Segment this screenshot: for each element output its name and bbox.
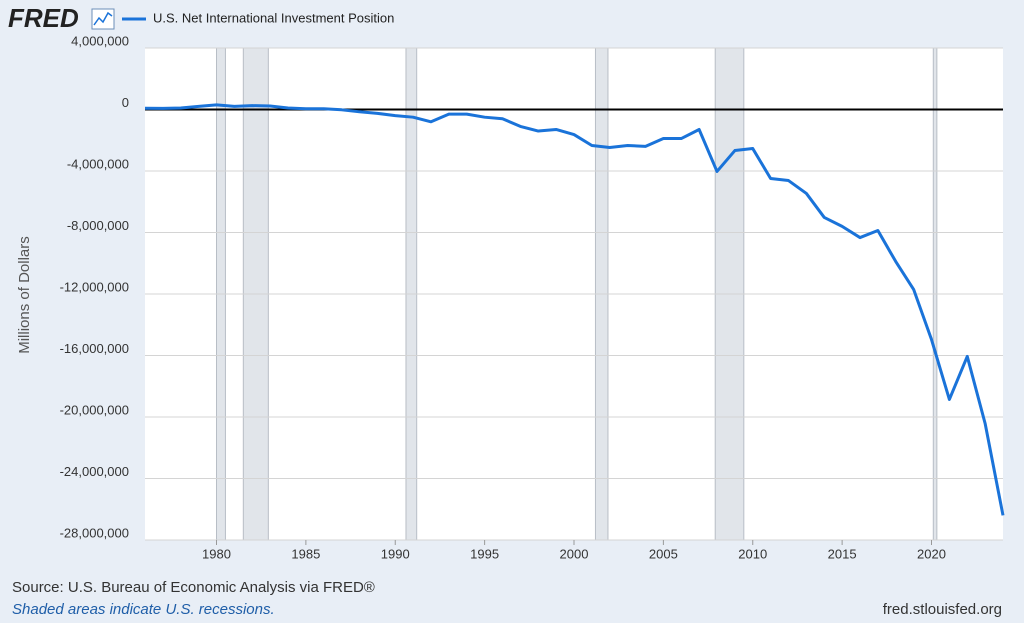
y-tick-label: -24,000,000 xyxy=(60,464,129,479)
source: Source: U.S. Bureau of Economic Analysis… xyxy=(12,579,375,596)
y-tick-label: 0 xyxy=(122,95,129,110)
x-tick-label: 1995 xyxy=(470,546,499,561)
y-tick-label: -28,000,000 xyxy=(60,525,129,540)
note: Shaded areas indicate U.S. recessions. xyxy=(12,601,275,618)
x-tick-label: 2005 xyxy=(649,546,678,561)
y-tick-label: -20,000,000 xyxy=(60,402,129,417)
x-tick-label: 1980 xyxy=(202,546,231,561)
brand-logo: FRED xyxy=(8,3,79,33)
x-tick-label: 2000 xyxy=(560,546,589,561)
y-tick-label: -4,000,000 xyxy=(67,156,129,171)
y-tick-label: -8,000,000 xyxy=(67,218,129,233)
y-axis-label: Millions of Dollars xyxy=(16,236,33,354)
legend-label: U.S. Net International Investment Positi… xyxy=(153,10,394,25)
x-tick-label: 2020 xyxy=(917,546,946,561)
logo-icon xyxy=(91,8,115,30)
y-tick-label: -16,000,000 xyxy=(60,341,129,356)
y-tick-label: 4,000,000 xyxy=(71,33,129,48)
site: fred.stlouisfed.org xyxy=(883,601,1002,618)
x-tick-label: 1985 xyxy=(291,546,320,561)
x-tick-label: 2015 xyxy=(828,546,857,561)
x-tick-label: 2010 xyxy=(738,546,767,561)
x-tick-label: 1990 xyxy=(381,546,410,561)
series-line xyxy=(144,103,1005,516)
y-tick-label: -12,000,000 xyxy=(60,279,129,294)
